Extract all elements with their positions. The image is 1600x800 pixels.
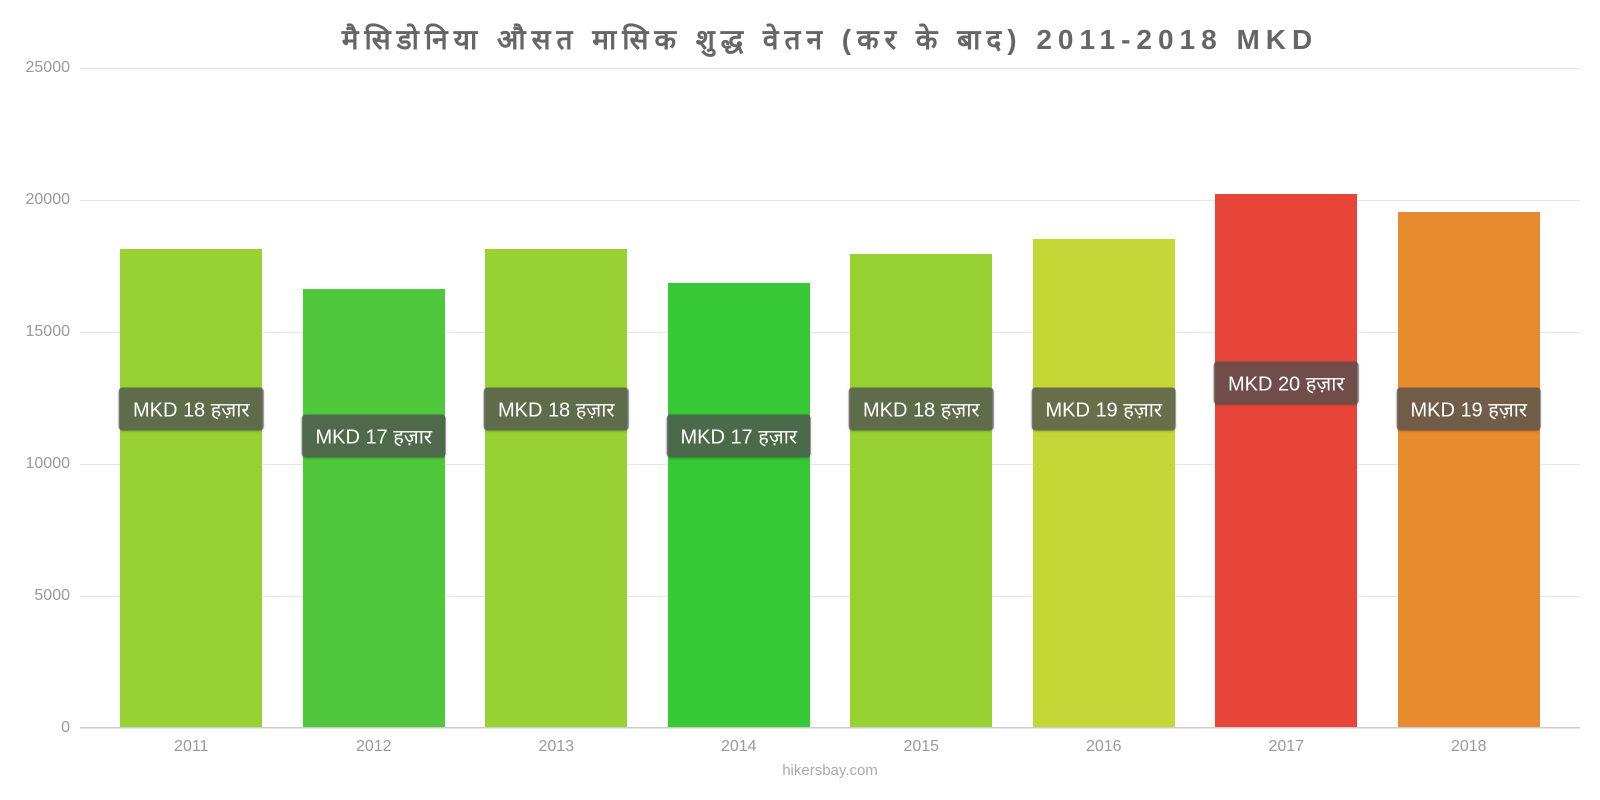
y-tick-label: 15000 — [10, 323, 70, 341]
y-tick-label: 20000 — [10, 191, 70, 209]
y-tick-label: 10000 — [10, 455, 70, 473]
bar-group: MKD 18 हज़ार — [465, 68, 648, 727]
bar — [668, 283, 810, 727]
bar-value-badge: MKD 18 हज़ार — [849, 388, 994, 431]
x-tick-label: 2014 — [648, 738, 831, 756]
x-tick-label: 2018 — [1378, 738, 1561, 756]
bar-group: MKD 17 हज़ार — [283, 68, 466, 727]
bar-group: MKD 19 हज़ार — [1378, 68, 1561, 727]
bar — [120, 249, 262, 727]
bar — [1398, 212, 1540, 727]
chart-container: मैसिडोनिया औसत मासिक शुद्ध वेतन (कर के ब… — [0, 0, 1600, 800]
chart-title: मैसिडोनिया औसत मासिक शुद्ध वेतन (कर के ब… — [80, 20, 1580, 58]
bar-value-badge: MKD 17 हज़ार — [301, 414, 446, 457]
x-tick-label: 2017 — [1195, 738, 1378, 756]
bars: MKD 18 हज़ार MKD 17 हज़ार MKD 18 हज़ार MKD … — [80, 68, 1580, 727]
bar-value-badge: MKD 17 हज़ार — [666, 414, 811, 457]
bar — [1033, 239, 1175, 727]
bar — [303, 289, 445, 727]
grid-line — [80, 728, 1580, 729]
bar — [485, 249, 627, 727]
bar-group: MKD 18 हज़ार — [100, 68, 283, 727]
x-axis-labels: 20112012201320142015201620172018 — [80, 728, 1580, 756]
x-tick-label: 2011 — [100, 738, 283, 756]
bar-group: MKD 19 हज़ार — [1013, 68, 1196, 727]
x-tick-label: 2015 — [830, 738, 1013, 756]
bar — [1215, 194, 1357, 727]
bar-group: MKD 17 हज़ार — [648, 68, 831, 727]
y-tick-label: 25000 — [10, 59, 70, 77]
bar-value-badge: MKD 18 हज़ार — [484, 388, 629, 431]
bar-group: MKD 18 हज़ार — [830, 68, 1013, 727]
y-tick-label: 0 — [10, 719, 70, 737]
x-tick-label: 2012 — [283, 738, 466, 756]
bar — [850, 254, 992, 727]
bar-group: MKD 20 हज़ार — [1195, 68, 1378, 727]
bar-value-badge: MKD 18 हज़ार — [119, 388, 264, 431]
y-tick-label: 5000 — [10, 587, 70, 605]
bar-value-badge: MKD 19 हज़ार — [1396, 388, 1541, 431]
attribution: hikersbay.com — [80, 762, 1580, 779]
x-tick-label: 2013 — [465, 738, 648, 756]
x-tick-label: 2016 — [1013, 738, 1196, 756]
bar-value-badge: MKD 19 हज़ार — [1031, 388, 1176, 431]
bar-value-badge: MKD 20 हज़ार — [1214, 362, 1359, 405]
plot-area: 0500010000150002000025000 MKD 18 हज़ारMK… — [80, 68, 1580, 728]
